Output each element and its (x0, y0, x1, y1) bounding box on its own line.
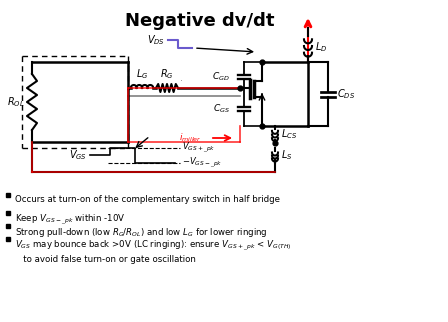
Text: $R_G$: $R_G$ (160, 67, 174, 81)
Text: Occurs at turn-on of the complementary switch in half bridge: Occurs at turn-on of the complementary s… (15, 195, 280, 204)
Text: $L_{CS}$: $L_{CS}$ (281, 128, 297, 141)
Text: $i_{miller}$: $i_{miller}$ (179, 132, 202, 144)
Text: $L_G$: $L_G$ (136, 67, 148, 81)
Text: $V_{GS+\_pk}$: $V_{GS+\_pk}$ (182, 141, 215, 155)
Text: $V_{GS}$ may bounce back >0V (LC ringing): ensure $V_{GS+\_pk}$ < $V_{G(TH)}$
  : $V_{GS}$ may bounce back >0V (LC ringing… (15, 239, 292, 264)
Text: $L_S$: $L_S$ (281, 148, 293, 162)
Text: $V_{DS}$: $V_{DS}$ (147, 33, 165, 47)
Text: $R_{OL}$: $R_{OL}$ (8, 95, 25, 109)
Text: $L_D$: $L_D$ (315, 40, 327, 54)
Text: $C_{GD}$: $C_{GD}$ (212, 71, 230, 83)
Text: Keep $V_{GS-\_pk}$ within -10V: Keep $V_{GS-\_pk}$ within -10V (15, 213, 125, 227)
Text: $R_G$: $R_G$ (180, 79, 184, 84)
Text: Strong pull-down (low $R_G$/$R_{OL}$) and low $L_G$ for lower ringing: Strong pull-down (low $R_G$/$R_{OL}$) an… (15, 226, 268, 239)
Text: $C_{DS}$: $C_{DS}$ (337, 87, 355, 101)
Text: $-V_{GS-\_pk}$: $-V_{GS-\_pk}$ (182, 156, 223, 170)
Text: $C_{GS}$: $C_{GS}$ (213, 103, 230, 115)
Text: $V_{GS}$: $V_{GS}$ (69, 148, 87, 162)
Text: Negative dv/dt: Negative dv/dt (125, 12, 275, 30)
